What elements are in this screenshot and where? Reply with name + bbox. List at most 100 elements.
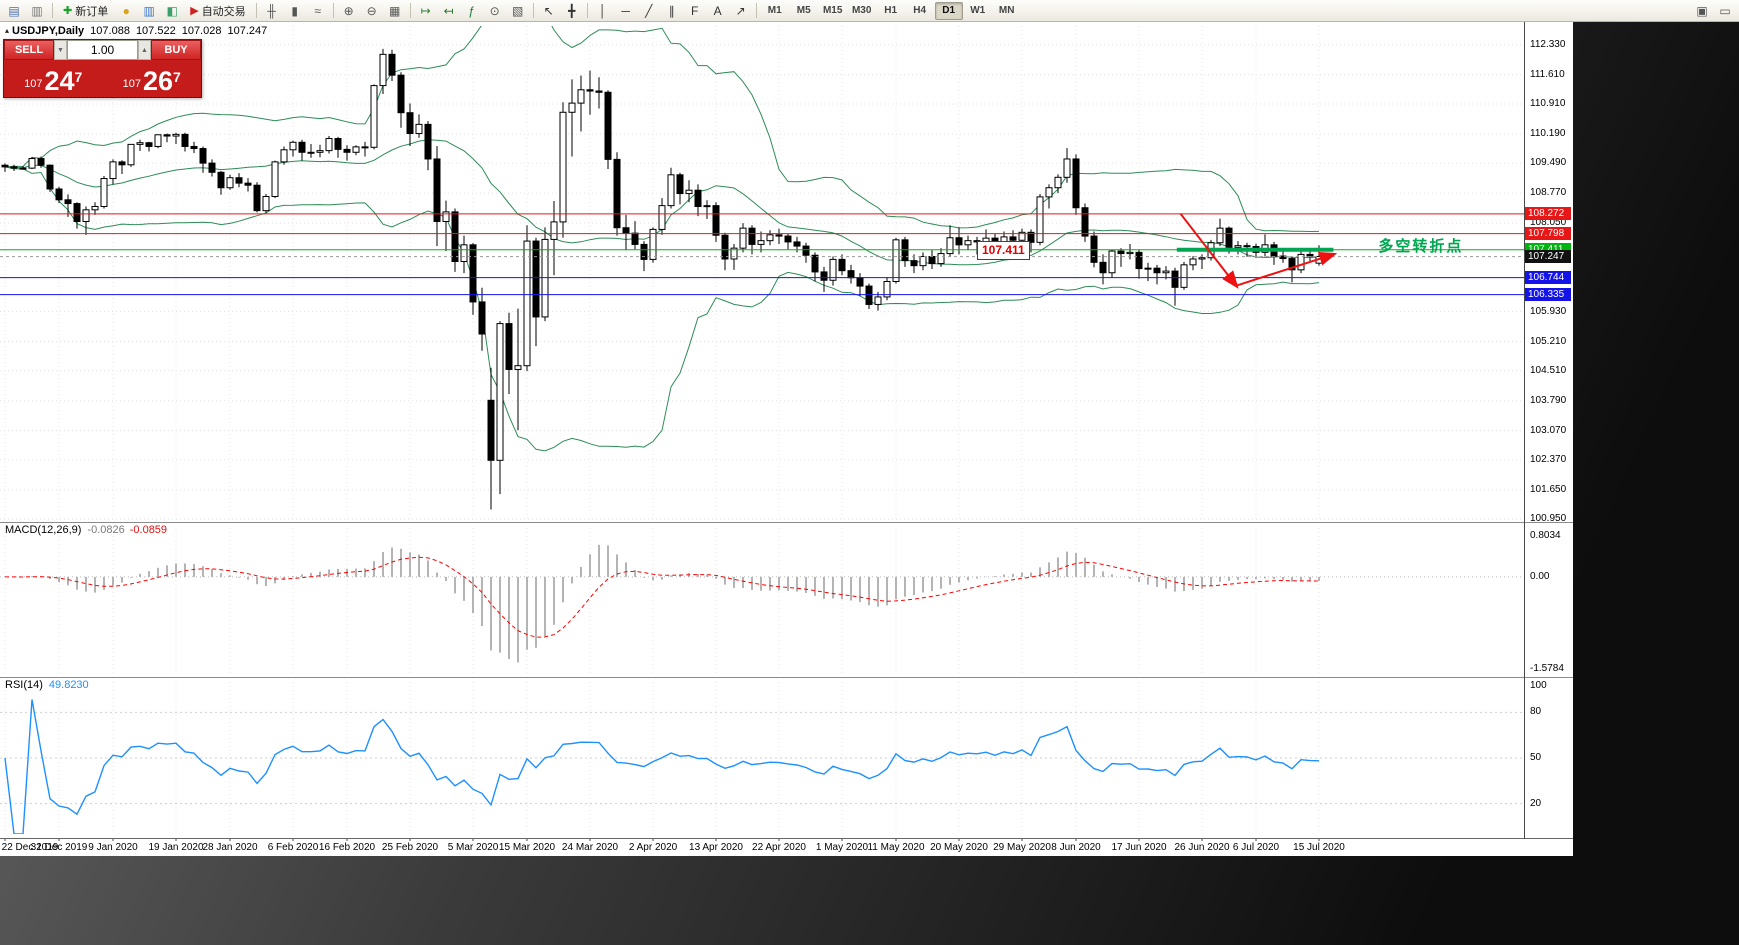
rsi-axis-label: 20 (1530, 797, 1542, 809)
time-axis-label: 5 Mar 2020 (447, 842, 499, 853)
time-axis-label: 20 May 2020 (930, 842, 988, 853)
time-axis-label: 19 Jan 2020 (148, 842, 204, 853)
time-axis-label: 22 Apr 2020 (752, 842, 806, 853)
price-axis-label: 108.770 (1530, 187, 1567, 199)
symbol-name: USDJPY,Daily (12, 25, 85, 37)
ohlc-high: 107.522 (135, 25, 176, 37)
navigator-icon[interactable]: ◧ (166, 3, 178, 18)
arrows-icon[interactable]: ↗ (735, 3, 746, 18)
chart-plot[interactable] (0, 22, 1573, 856)
fibonacci-icon[interactable]: F (691, 3, 699, 18)
price-axis-label: 104.510 (1530, 364, 1567, 376)
price-axis-label: 108.050 (1530, 217, 1567, 229)
turning-point-note[interactable]: 多空转折点 (1378, 237, 1464, 255)
timeframe-w1-button[interactable]: W1 (970, 4, 986, 16)
time-axis-label: 15 Mar 2020 (498, 842, 556, 853)
toolbar-separator (586, 3, 588, 18)
rsi-axis-label: 100 (1530, 680, 1547, 691)
time-axis-label: 1 May 2020 (815, 842, 869, 853)
macd-name: MACD(12,26,9) (5, 524, 82, 536)
buy-button[interactable]: BUY (151, 40, 201, 60)
buy-price-prefix: 107 (122, 78, 141, 90)
auto-trading-button[interactable]: ▶ 自动交易 (184, 1, 251, 21)
chart-window: ▴ USDJPY,Daily 107.088 107.522 107.028 107.24… (0, 22, 1573, 856)
panel-icon[interactable]: ▭ (1719, 3, 1731, 18)
workspace-background: ▴ USDJPY,Daily 107.088 107.522 107.028 107.24… (0, 22, 1739, 945)
rsi-panel-divider[interactable] (0, 677, 1573, 678)
tile-windows-icon[interactable]: ▦ (389, 3, 401, 18)
chart-shift-icon[interactable]: ↤ (443, 3, 454, 18)
macd-panel-divider[interactable] (0, 522, 1573, 523)
price-axis-label: 110.190 (1530, 127, 1566, 139)
auto-scroll-icon[interactable]: ↦ (420, 3, 431, 18)
time-axis-label: 26 Jun 2020 (1174, 842, 1230, 853)
vertical-line-icon[interactable]: │ (598, 3, 607, 18)
time-axis-label: 29 May 2020 (993, 842, 1051, 853)
candlestick-chart-icon[interactable]: ▮ (291, 3, 298, 18)
channel-icon[interactable]: ∥ (668, 3, 675, 18)
crosshair-icon[interactable]: ╋ (568, 3, 576, 18)
deposit-icon[interactable]: ● (122, 3, 130, 18)
timeframe-h4-button[interactable]: H4 (913, 4, 927, 16)
ohlc-low: 107.028 (181, 25, 222, 37)
symbol-info-line: ▴ USDJPY,Daily 107.088 107.522 107.028 107.24… (5, 25, 267, 37)
sell-button[interactable]: SELL (4, 40, 54, 60)
line-chart-icon[interactable]: ≈ (314, 3, 321, 18)
cursor-icon[interactable]: ↖ (543, 3, 554, 18)
time-axis-label: 9 Jan 2020 (88, 842, 138, 853)
buy-price[interactable]: 107 26 7 (103, 60, 202, 97)
time-axis-label: 28 Jan 2020 (202, 842, 258, 853)
text-icon[interactable]: A (713, 3, 722, 18)
new-chart-icon[interactable]: ▤ (8, 3, 20, 18)
timeframe-m15-button[interactable]: M15 (822, 4, 843, 16)
volume-input[interactable]: 1.00 (67, 40, 138, 60)
profiles-icon[interactable]: ▥ (31, 3, 43, 18)
price-axis-label: 112.330 (1530, 38, 1566, 50)
time-axis-label: 16 Feb 2020 (318, 842, 376, 853)
new-order-icon: ✚ (63, 5, 73, 17)
rsi-axis-label: 50 (1530, 752, 1542, 763)
horizontal-line-icon[interactable]: ─ (621, 3, 630, 18)
timeframe-h1-button[interactable]: H1 (884, 4, 898, 16)
templates-icon[interactable]: ▧ (512, 3, 524, 18)
time-axis-label: 13 Apr 2020 (689, 842, 743, 853)
chart-marker-icon: ▴ (5, 26, 10, 35)
price-tag-107.247: 107.247 (1525, 249, 1571, 263)
rsi-name: RSI(14) (5, 679, 43, 691)
time-axis-label: 2 Apr 2020 (628, 842, 678, 853)
periods-icon[interactable]: ⊙ (489, 3, 500, 18)
new-order-button-label: 新订单 (75, 5, 109, 18)
price-axis-label: 105.930 (1530, 305, 1567, 317)
timeframe-m30-button[interactable]: M30 (851, 4, 872, 16)
toolbar-separator (255, 3, 257, 18)
market-watch-icon[interactable]: ▥ (143, 3, 155, 18)
window-icon[interactable]: ▣ (1696, 3, 1708, 18)
sell-price-big: 24 (44, 66, 75, 96)
new-order-button[interactable]: ✚ 新订单 (57, 1, 114, 21)
toolbar-separator (52, 3, 53, 18)
timeframe-m1-button[interactable]: M1 (767, 4, 782, 16)
toolbar-separator (409, 3, 411, 18)
timeframe-mn-button[interactable]: MN (998, 4, 1015, 16)
zoom-out-icon[interactable]: ⊖ (366, 3, 377, 18)
zoom-in-icon[interactable]: ⊕ (343, 3, 354, 18)
timeframe-d1-button[interactable]: D1 (934, 1, 963, 20)
price-tag-107.798: 107.798 (1525, 226, 1571, 240)
sell-price[interactable]: 107 24 7 (4, 60, 103, 97)
bar-chart-icon[interactable]: ╫ (267, 3, 276, 18)
ohlc-open: 107.088 (90, 25, 130, 37)
rsi-label: RSI(14) 49.8230 (5, 679, 89, 691)
timeframe-m5-button[interactable]: M5 (796, 4, 811, 16)
toolbar-separator (532, 3, 534, 18)
price-axis-label: 103.070 (1530, 424, 1567, 436)
time-axis-label: 6 Jul 2020 (1232, 842, 1280, 853)
price-axis-label: 111.610 (1530, 68, 1565, 80)
indicators-icon[interactable]: ƒ (468, 3, 476, 18)
price-callout-107411[interactable]: 107.411 (977, 240, 1030, 260)
trendline-icon[interactable]: ╱ (645, 3, 653, 18)
volume-down-button[interactable]: ▼ (54, 40, 67, 60)
volume-up-button[interactable]: ▲ (138, 40, 151, 60)
price-axis-label: 102.370 (1530, 453, 1567, 465)
price-axis-label: 105.210 (1530, 335, 1567, 347)
time-axis-label: 22 Dec 2019 (1, 842, 59, 853)
